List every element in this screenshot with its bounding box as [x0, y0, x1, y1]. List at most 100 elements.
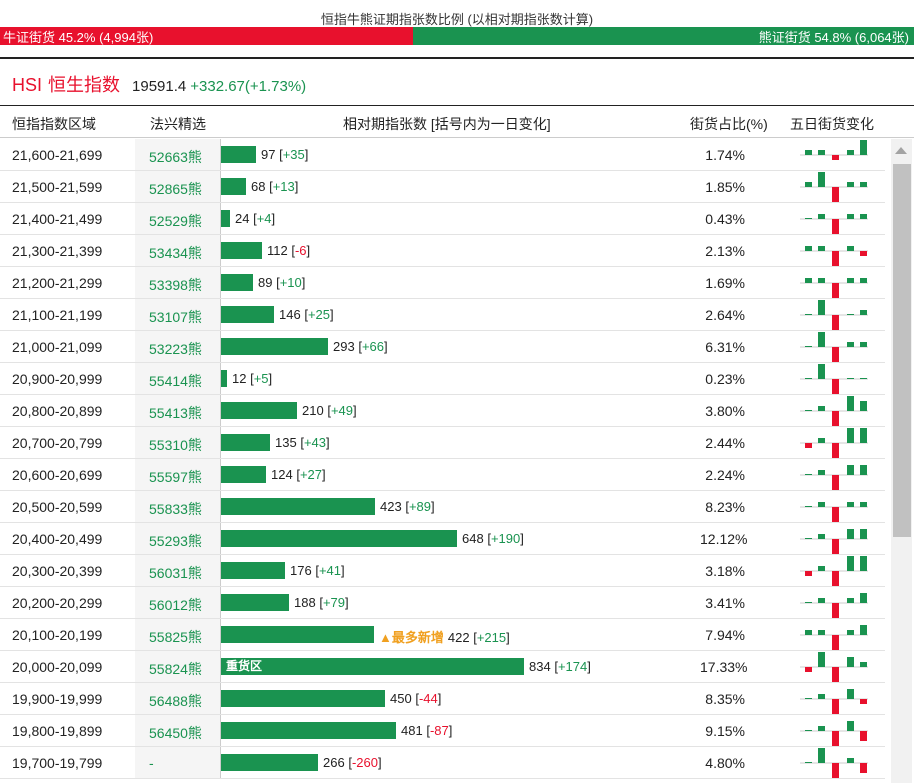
share-cell: 0.43%	[705, 211, 745, 227]
contracts-cell: 188 [+79]	[220, 587, 349, 618]
warrant-code-link[interactable]: 55293熊	[135, 523, 220, 554]
range-cell: 21,600-21,699	[12, 147, 103, 163]
contracts-change: -44	[418, 691, 438, 706]
warrant-code-link[interactable]: 56488熊	[135, 683, 220, 714]
warrant-code-link[interactable]: 56031熊	[135, 555, 220, 586]
header-trend: 五日街货变化	[790, 116, 874, 132]
warrant-code-link[interactable]: 53398熊	[135, 267, 220, 298]
trend-day-bar	[832, 507, 839, 522]
trend-day-bar	[818, 332, 825, 347]
trend-day-bar	[832, 571, 839, 586]
contracts-label: 24 [+4]	[235, 211, 276, 226]
trend-day-bar	[860, 662, 867, 667]
table-row: 20,400-20,499 55293熊 648 [+190] 12.12%	[0, 523, 885, 555]
trend-day-bar	[805, 667, 812, 672]
share-cell: 8.35%	[705, 691, 745, 707]
warrant-code-link[interactable]: 55825熊	[135, 619, 220, 650]
range-cell: 21,100-21,199	[12, 307, 103, 323]
range-cell: 20,800-20,899	[12, 403, 103, 419]
contracts-bar	[221, 338, 328, 355]
trend-day-bar	[860, 465, 867, 475]
contracts-value: 188	[294, 595, 316, 610]
five-day-trend-chart	[800, 502, 868, 522]
warrant-code-link[interactable]: 55597熊	[135, 459, 220, 490]
share-cell: 4.80%	[705, 755, 745, 771]
five-day-trend-chart	[800, 652, 868, 682]
contracts-change: +4	[256, 211, 272, 226]
page-title: 恒指牛熊证期指张数比例 (以相对期指张数计算)	[320, 12, 594, 27]
trend-day-bar	[832, 603, 839, 618]
trend-day-bar	[847, 758, 854, 763]
five-day-trend-chart	[800, 246, 868, 266]
share-cell: 7.94%	[705, 627, 745, 643]
warrant-code-link[interactable]: 52663熊	[135, 139, 220, 170]
five-day-trend-chart	[800, 689, 868, 714]
five-day-trend-chart	[800, 364, 868, 394]
trend-day-bar	[832, 635, 839, 650]
trend-day-bar	[805, 506, 812, 507]
five-day-trend-chart	[800, 140, 868, 160]
share-cell: 1.69%	[705, 275, 745, 291]
contracts-bar	[221, 434, 270, 451]
warrant-code-link[interactable]: 52865熊	[135, 171, 220, 202]
index-code: HSI	[12, 75, 43, 95]
trend-day-bar	[805, 182, 812, 187]
trend-day-bar	[832, 731, 839, 746]
warrant-code-link[interactable]: 53223熊	[135, 331, 220, 362]
contracts-value: 481	[401, 723, 423, 738]
warrant-code-link[interactable]: 55414熊	[135, 363, 220, 394]
trend-day-bar	[860, 251, 867, 256]
trend-day-bar	[832, 699, 839, 714]
trend-day-bar	[818, 630, 825, 635]
contracts-cell: 481 [-87]	[220, 715, 452, 746]
contracts-change: +215	[476, 630, 507, 645]
contracts-label: 176 [+41]	[290, 563, 345, 578]
warrant-code-link[interactable]: 55310熊	[135, 427, 220, 458]
scroll-up-arrow-icon[interactable]	[895, 147, 907, 154]
range-cell: 19,700-19,799	[12, 755, 103, 771]
contracts-cell: 112 [-6]	[220, 235, 310, 266]
contracts-label: 481 [-87]	[401, 723, 453, 738]
five-day-trend-chart	[800, 625, 868, 650]
warrant-code-link[interactable]: 53434熊	[135, 235, 220, 266]
share-cell: 3.18%	[705, 563, 745, 579]
trend-day-bar	[818, 652, 825, 667]
contracts-change: -260	[351, 755, 378, 770]
trend-day-bar	[860, 502, 867, 507]
contracts-label: 68 [+13]	[251, 179, 299, 194]
most-added-tag: ▲最多新增	[379, 630, 444, 645]
warrant-code-link[interactable]: 52529熊	[135, 203, 220, 234]
trend-day-bar	[847, 182, 854, 187]
warrant-code-link[interactable]: 56450熊	[135, 715, 220, 746]
trend-day-bar	[805, 698, 812, 699]
contracts-label: 135 [+43]	[275, 435, 330, 450]
contracts-change: +10	[279, 275, 302, 290]
warrant-code-link[interactable]: 55413熊	[135, 395, 220, 426]
trend-day-bar	[832, 283, 839, 298]
five-day-trend-chart	[800, 529, 868, 554]
contracts-change: +5	[253, 371, 269, 386]
five-day-trend-chart	[800, 465, 868, 490]
five-day-trend-chart	[800, 593, 868, 618]
share-cell: 2.13%	[705, 243, 745, 259]
warrant-code-link[interactable]: 55833熊	[135, 491, 220, 522]
table-header: 恒指指数区域 法兴精选 相对期指张数 [括号内为一日变化] 街货占比(%) 五日…	[0, 105, 914, 138]
warrant-code-link[interactable]: 55824熊	[135, 651, 220, 682]
vertical-scrollbar[interactable]	[891, 139, 912, 783]
scroll-thumb[interactable]	[893, 164, 911, 537]
trend-day-bar	[860, 342, 867, 347]
contracts-value: 834	[529, 659, 551, 674]
table-row: 19,800-19,899 56450熊 481 [-87] 9.15%	[0, 715, 885, 747]
trend-day-bar	[847, 529, 854, 539]
trend-day-bar	[818, 470, 825, 475]
index-change: +332.67	[190, 78, 245, 95]
contracts-cell: 89 [+10]	[220, 267, 305, 298]
contracts-value: 24	[235, 211, 250, 226]
warrant-code-link[interactable]: 56012熊	[135, 587, 220, 618]
warrant-code-link[interactable]: 53107熊	[135, 299, 220, 330]
trend-day-bar	[860, 278, 867, 283]
contracts-value: 89	[258, 275, 273, 290]
share-cell: 0.23%	[705, 371, 745, 387]
trend-day-bar	[860, 140, 867, 155]
range-cell: 20,300-20,399	[12, 563, 103, 579]
